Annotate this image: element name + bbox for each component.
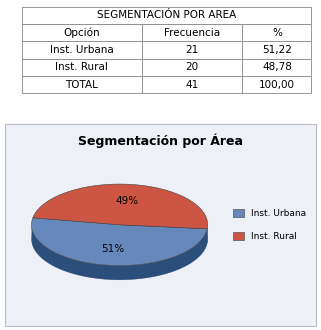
Text: Frecuencia: Frecuencia	[164, 28, 220, 38]
Legend: Inst. Urbana, Inst. Rural: Inst. Urbana, Inst. Rural	[230, 205, 310, 244]
Bar	[142, 59, 242, 76]
Text: Inst. Urbana: Inst. Urbana	[50, 45, 114, 55]
Text: SEGMENTACIÓN POR AREA: SEGMENTACIÓN POR AREA	[97, 10, 237, 20]
Text: 20: 20	[186, 62, 198, 72]
Polygon shape	[207, 224, 208, 243]
Text: %: %	[272, 28, 282, 38]
Text: 51%: 51%	[101, 244, 124, 254]
Bar	[142, 24, 242, 41]
Polygon shape	[120, 225, 207, 243]
Text: 41: 41	[185, 80, 199, 89]
Bar	[242, 41, 311, 59]
Polygon shape	[33, 184, 208, 229]
Bar	[242, 59, 311, 76]
Text: 49%: 49%	[115, 196, 138, 206]
Text: Opción: Opción	[64, 27, 100, 38]
Text: TOTAL: TOTAL	[65, 80, 98, 89]
Text: 48,78: 48,78	[262, 62, 292, 72]
Bar	[142, 41, 242, 59]
Bar	[22, 7, 311, 24]
Polygon shape	[31, 224, 207, 280]
Polygon shape	[31, 218, 207, 266]
Polygon shape	[120, 225, 207, 243]
Text: 51,22: 51,22	[262, 45, 292, 55]
Bar	[242, 76, 311, 93]
Text: 21: 21	[185, 45, 199, 55]
Bar	[22, 59, 142, 76]
Bar	[22, 41, 142, 59]
Bar	[22, 24, 142, 41]
Text: Segmentación por Área: Segmentación por Área	[78, 133, 243, 148]
FancyBboxPatch shape	[5, 124, 316, 326]
Bar	[242, 24, 311, 41]
Text: Inst. Rural: Inst. Rural	[56, 62, 108, 72]
Bar	[22, 76, 142, 93]
Bar	[142, 76, 242, 93]
Ellipse shape	[31, 198, 208, 280]
Text: 100,00: 100,00	[259, 80, 295, 89]
